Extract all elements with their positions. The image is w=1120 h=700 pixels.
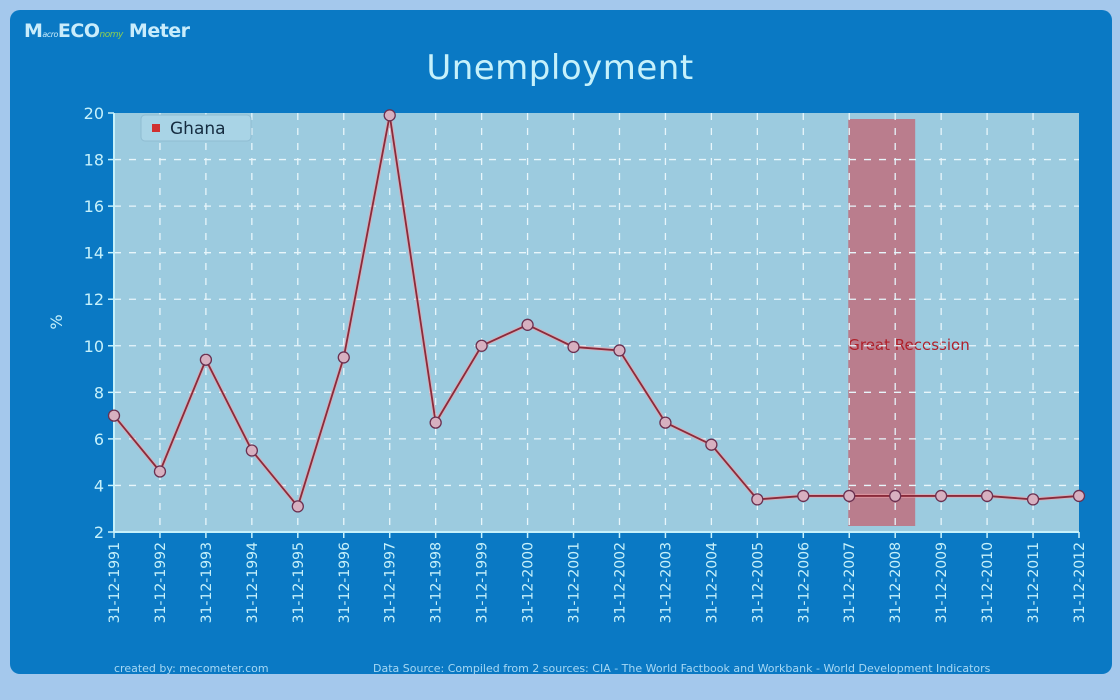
data-point[interactable]	[889, 489, 902, 503]
x-tick-label: 31-12-2010	[980, 542, 996, 623]
data-source-note: Data Source: Compiled from 2 sources: CI…	[373, 662, 991, 675]
logo-meter: Meter	[128, 20, 190, 42]
legend-label-ghana: Ghana	[170, 119, 226, 139]
x-tick-label: 31-12-2011	[1026, 542, 1042, 623]
y-tick-label: 10	[84, 337, 104, 356]
mecometer-logo: MacroECOnomy Meter	[24, 20, 190, 42]
y-tick-label: 18	[84, 151, 104, 170]
x-tick-label: 31-12-2008	[888, 542, 904, 623]
data-point[interactable]	[843, 489, 856, 503]
y-tick-label: 16	[84, 197, 104, 216]
y-tick-label: 6	[94, 430, 104, 449]
x-tick-label: 31-12-1991	[107, 542, 123, 623]
x-tick-label: 31-12-1998	[429, 542, 445, 623]
y-tick-label: 20	[84, 104, 104, 123]
created-by-credit: created by: mecometer.com	[114, 662, 269, 675]
x-tick-label: 31-12-2009	[934, 542, 950, 623]
data-point[interactable]	[934, 489, 948, 503]
x-tick-label: 31-12-2003	[658, 542, 674, 623]
data-point[interactable]	[383, 109, 396, 122]
data-point[interactable]	[1026, 493, 1040, 506]
legend	[140, 114, 252, 142]
logo-eco: ECO	[57, 20, 100, 42]
y-tick-label: 14	[84, 244, 104, 263]
data-point[interactable]	[613, 344, 626, 357]
data-point[interactable]	[567, 340, 580, 354]
logo-acro: acro	[42, 30, 58, 39]
series-line-ghana	[113, 115, 1080, 509]
x-tick-label: 31-12-1994	[245, 542, 261, 623]
x-tick-label: 31-12-2000	[521, 542, 537, 623]
x-tick-label: 31-12-2007	[842, 542, 858, 623]
data-point[interactable]	[1072, 489, 1086, 503]
x-tick-label: 31-12-1996	[337, 542, 353, 623]
x-tick-label: 31-12-2002	[612, 542, 628, 623]
x-tick-label: 31-12-2005	[750, 542, 766, 623]
data-point[interactable]	[337, 351, 350, 364]
data-point[interactable]	[291, 500, 304, 513]
y-tick-label: 12	[84, 290, 104, 309]
data-point[interactable]	[153, 465, 167, 478]
data-point[interactable]	[475, 339, 488, 352]
data-point[interactable]	[107, 409, 121, 422]
plot-area	[114, 113, 1079, 532]
x-tick-label: 31-12-1993	[199, 542, 215, 623]
recession-band	[848, 119, 916, 526]
recession-label: Great Recession	[848, 336, 969, 354]
x-tick-label: 31-12-2004	[704, 542, 720, 623]
y-tick-label: 4	[94, 476, 104, 495]
x-tick-label: 31-12-1992	[153, 542, 169, 623]
x-tick-label: 31-12-2001	[567, 542, 583, 623]
data-point[interactable]	[659, 416, 672, 429]
data-point[interactable]	[797, 489, 810, 503]
y-tick-label: 8	[94, 383, 104, 402]
x-tick-label: 31-12-2006	[796, 542, 812, 623]
x-tick-label: 31-12-1999	[475, 542, 491, 623]
data-point[interactable]	[980, 489, 994, 503]
data-point[interactable]	[245, 444, 259, 457]
data-point[interactable]	[429, 416, 442, 429]
y-tick-label: 2	[94, 523, 104, 542]
data-point[interactable]	[521, 318, 534, 331]
logo-m: M	[24, 20, 43, 42]
chart-title: Unemployment	[426, 48, 694, 88]
data-point[interactable]	[751, 493, 764, 506]
logo-nomy: nomy	[99, 30, 123, 40]
x-tick-label: 31-12-1995	[291, 542, 307, 623]
y-axis-label: %	[47, 314, 66, 329]
data-point[interactable]	[199, 353, 213, 366]
x-tick-label: 31-12-2012	[1072, 542, 1088, 623]
legend-swatch-icon	[152, 124, 160, 132]
data-point[interactable]	[705, 438, 718, 451]
x-tick-label: 31-12-1997	[383, 542, 399, 623]
